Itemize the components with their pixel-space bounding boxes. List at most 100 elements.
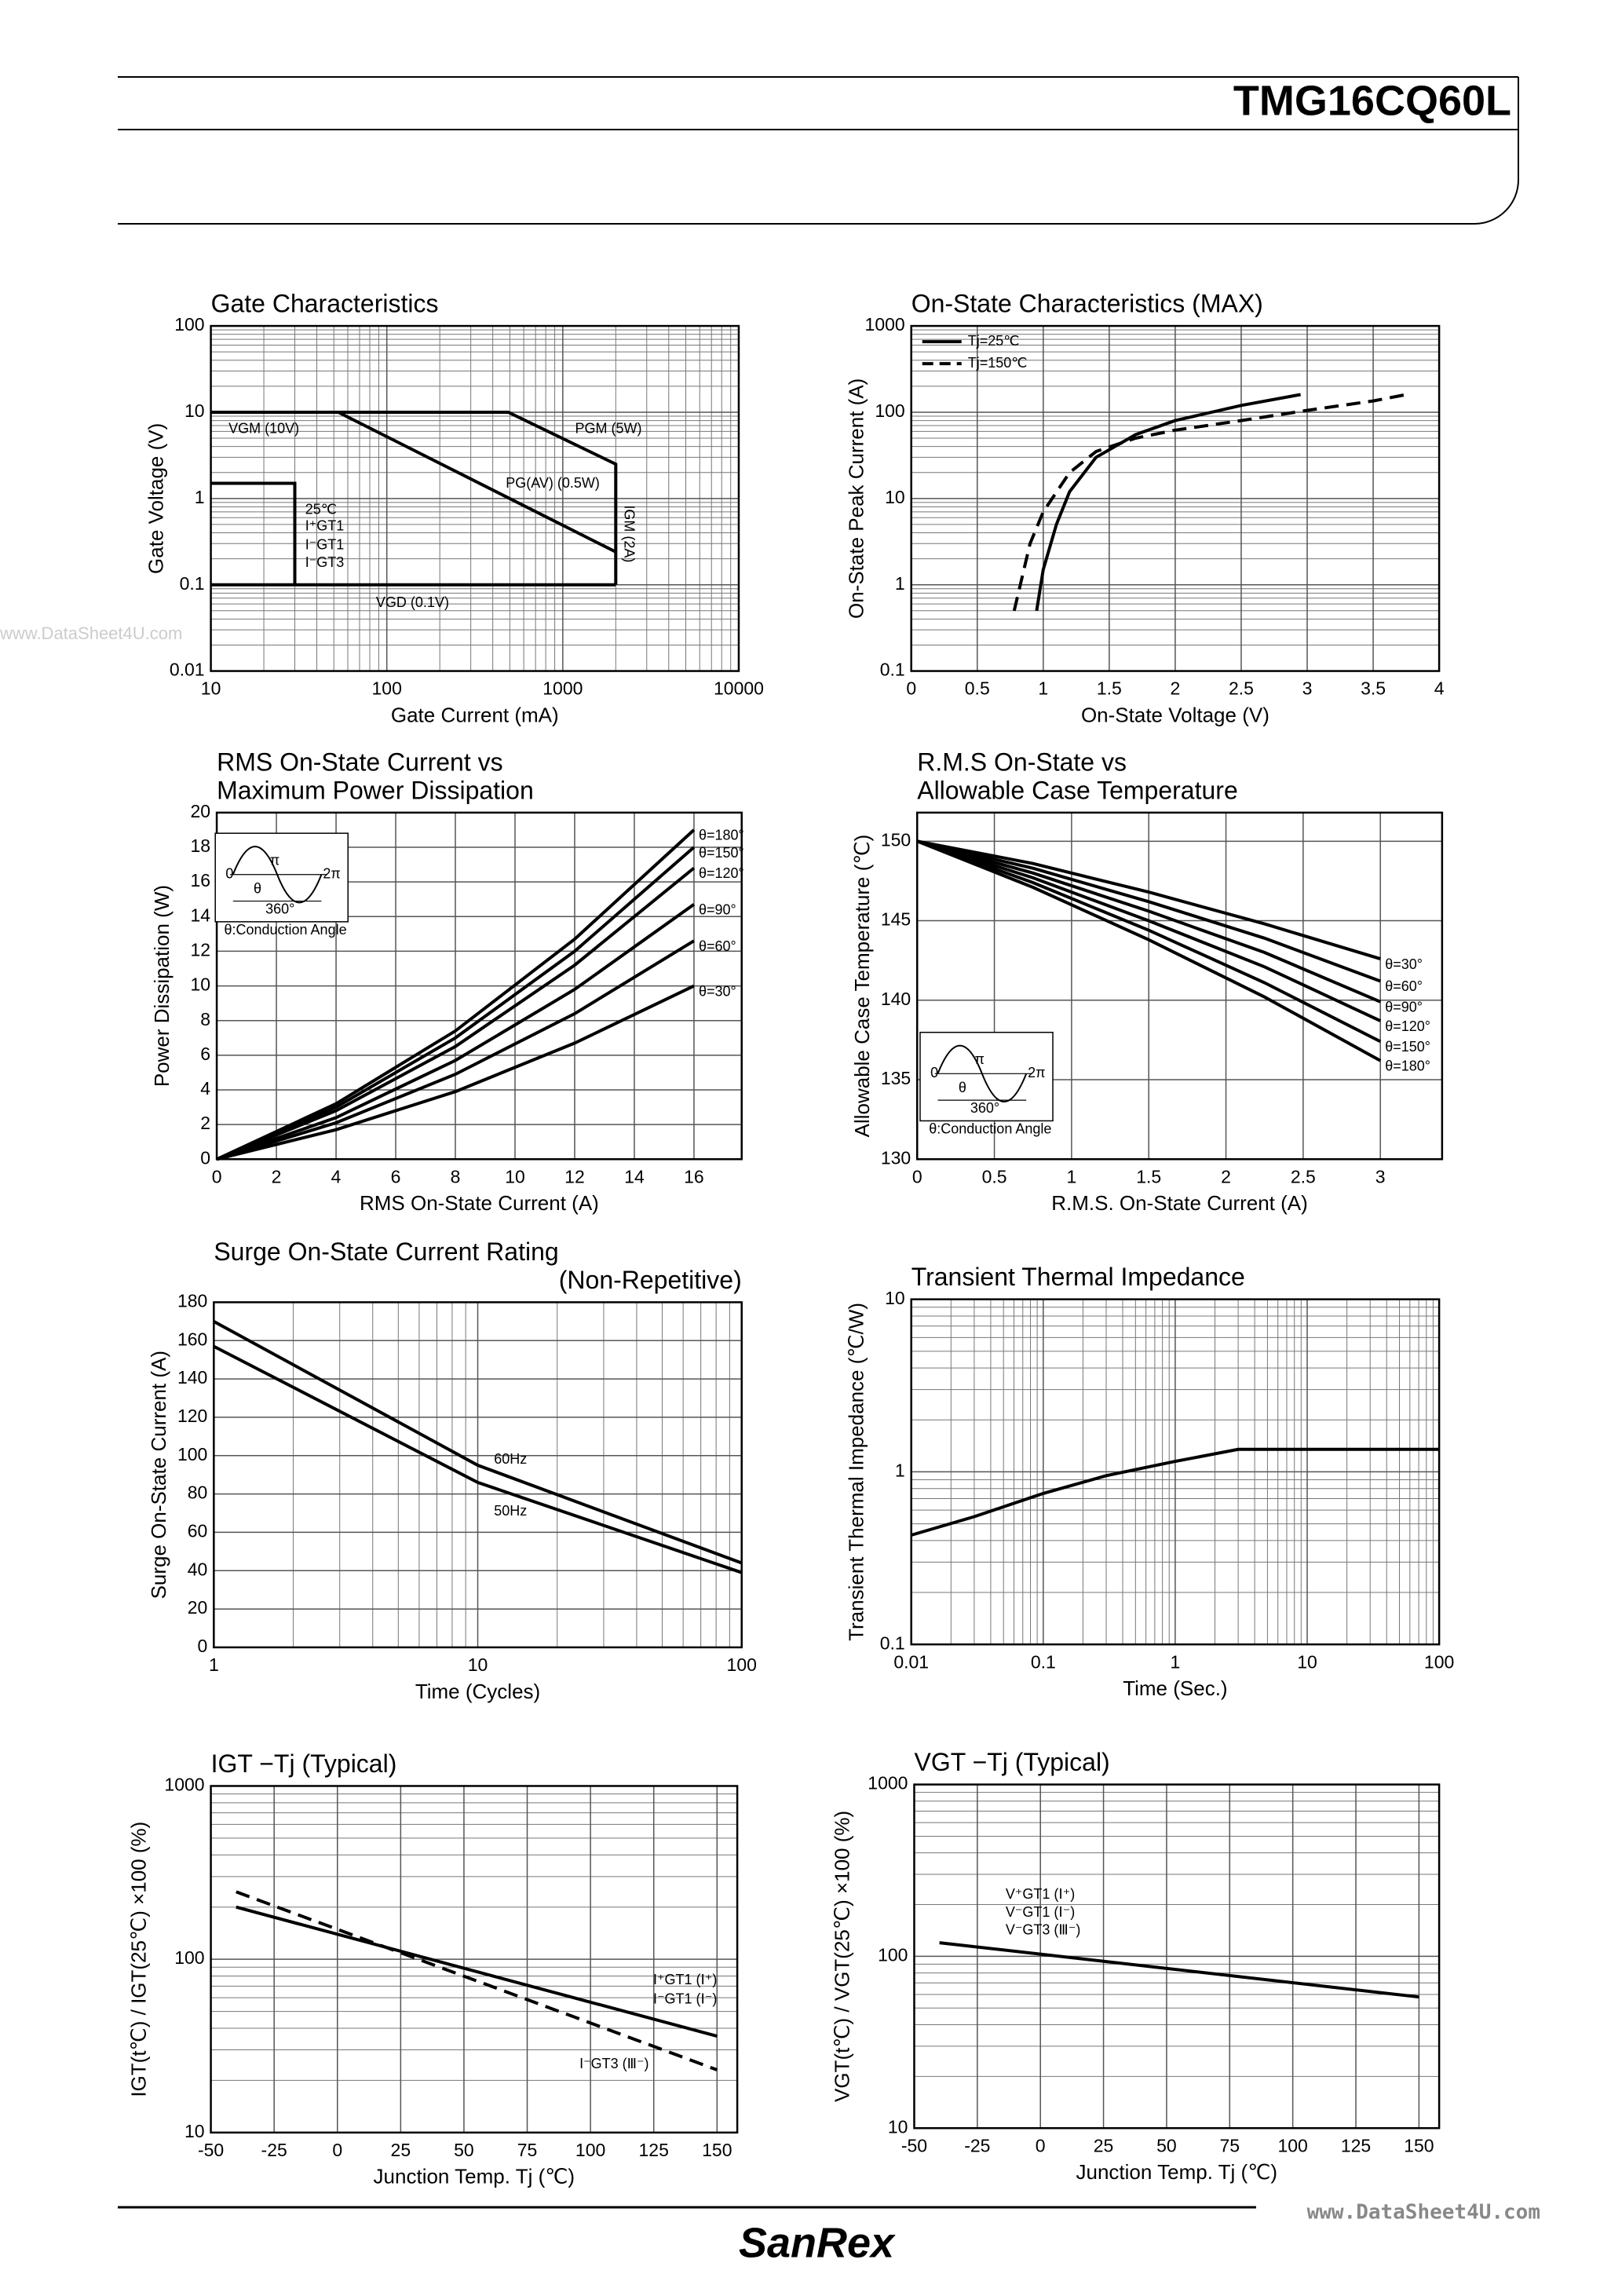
y-tick-label: 100 (875, 400, 904, 421)
inset-label: θ:Conduction Angle (929, 1121, 1051, 1136)
inset-label: 360° (970, 1100, 999, 1116)
y-axis-label: Transient Thermal Impedance (℃/W) (845, 1303, 868, 1641)
y-tick-label: 160 (177, 1329, 207, 1349)
annotation: I⁺GT1 (305, 517, 345, 533)
series-line (911, 1447, 1440, 1537)
chart-title: Maximum Power Dissipation (217, 776, 534, 804)
series-label: θ=30° (1385, 956, 1423, 972)
x-tick-label: 0.1 (1031, 1651, 1056, 1672)
series-line (210, 411, 618, 585)
y-tick-label: 1000 (868, 1773, 908, 1793)
x-tick-label: 50 (454, 2140, 474, 2160)
series-line (236, 1890, 718, 2071)
x-tick-label: 1.5 (1136, 1166, 1161, 1186)
y-tick-label: 80 (188, 1483, 208, 1503)
chart: 0 2 4 6 8 10 12 14 16 0 2 4 6 8 10 12 14 16 18 20 RMS On-Sta… (150, 748, 744, 1215)
annotation: IGM (2A) (621, 505, 637, 562)
x-tick-label: 25 (391, 2140, 411, 2160)
y-tick-label: 18 (190, 835, 210, 856)
x-tick-label: 3.5 (1361, 678, 1386, 699)
annotation: 25℃ (305, 502, 337, 517)
x-tick-label: 1 (209, 1654, 219, 1675)
y-tick-label: 1000 (164, 1775, 204, 1795)
x-tick-label: 1 (1066, 1166, 1076, 1186)
chart-title: Surge On-State Current Rating (214, 1238, 558, 1266)
series-label: θ=180° (699, 828, 744, 843)
annotation: I⁻GT1 (Ⅰ⁻) (653, 1991, 717, 2007)
series-label: θ=90° (1385, 1000, 1423, 1015)
y-tick-label: 1000 (865, 314, 905, 335)
x-tick-label: 16 (684, 1166, 704, 1186)
brand: SanRex (739, 2219, 896, 2266)
inset-label: π (270, 853, 279, 868)
x-tick-label: 150 (1404, 2135, 1434, 2155)
x-axis-label: On-State Voltage (V) (1081, 703, 1269, 726)
x-tick-label: 6 (391, 1166, 401, 1186)
y-axis-label: Gate Voltage (V) (144, 423, 167, 574)
y-tick-label: 6 (200, 1044, 210, 1064)
y-tick-label: 1 (895, 573, 905, 594)
annotation: VGD (0.1V) (376, 594, 449, 610)
series-label: θ=60° (1385, 978, 1423, 994)
chart: -50 -25 0 25 50 75 100 125 150 10 100 1000 VGT −Tj (… (830, 1748, 1441, 2184)
y-tick-label: 10 (885, 487, 905, 507)
inset-label: π (974, 1051, 984, 1067)
y-tick-label: 140 (881, 989, 911, 1009)
series-line (916, 839, 1382, 1044)
y-tick-label: 10 (888, 2116, 908, 2137)
x-tick-label: 10000 (714, 678, 764, 699)
chart: 1 10 100 0 20 40 60 80 100 120 140 160 180 Surge On-S… (147, 1238, 757, 1703)
x-tick-label: -25 (964, 2135, 990, 2155)
x-tick-label: 100 (372, 678, 402, 699)
x-tick-label: 0 (332, 2140, 342, 2160)
series-label: θ=120° (699, 865, 744, 881)
y-axis-label: Surge On-State Current (A) (147, 1351, 170, 1599)
y-tick-label: 135 (881, 1068, 911, 1088)
x-tick-label: 1.5 (1097, 678, 1122, 699)
x-tick-label: 8 (451, 1166, 461, 1186)
y-axis-label: IGT(t℃) / IGT(25℃) ×100 (%) (126, 1822, 150, 2097)
y-tick-label: 100 (174, 314, 204, 335)
annotation: 60Hz (494, 1451, 527, 1467)
x-tick-label: 0.5 (982, 1166, 1007, 1186)
y-axis-label: Allowable Case Temperature (℃) (850, 835, 874, 1138)
y-tick-label: 10 (184, 2121, 205, 2141)
y-tick-label: 0.1 (880, 1632, 905, 1653)
y-tick-label: 180 (177, 1291, 207, 1311)
x-tick-label: 4 (331, 1166, 342, 1186)
x-tick-label: 75 (517, 2140, 538, 2160)
x-tick-label: 2.5 (1291, 1166, 1316, 1186)
legend-label: Tj=25℃ (968, 333, 1020, 349)
y-tick-label: 1 (895, 1461, 905, 1481)
x-tick-label: 10 (1297, 1651, 1317, 1672)
x-tick-label: -25 (261, 2140, 287, 2160)
x-tick-label: 0 (1036, 2135, 1046, 2155)
watermark: www.DataSheet4U.com (0, 623, 182, 643)
series-line (236, 1905, 718, 2038)
annotation: I⁻GT3 (305, 554, 345, 570)
chart-title: Gate Characteristics (211, 290, 439, 318)
x-tick-label: 2 (1221, 1166, 1231, 1186)
series-line (216, 903, 696, 1161)
y-tick-label: 40 (188, 1559, 208, 1579)
x-tick-label: 50 (1156, 2135, 1177, 2155)
chart-title: On-State Characteristics (MAX) (911, 290, 1263, 318)
x-axis-label: RMS On-State Current (A) (360, 1191, 599, 1215)
x-tick-label: 75 (1219, 2135, 1240, 2155)
series-line (210, 481, 297, 585)
y-axis-label: VGT(t℃) / VGT(25℃) ×100 (%) (830, 1811, 853, 2102)
x-tick-label: 100 (727, 1654, 757, 1675)
x-tick-label: 125 (639, 2140, 669, 2160)
series-line (216, 846, 696, 1161)
y-tick-label: 20 (188, 1597, 208, 1618)
inset-label: 360° (265, 901, 294, 917)
plot-frame (210, 1785, 739, 2134)
y-tick-label: 10 (184, 400, 205, 421)
y-tick-label: 0 (198, 1636, 208, 1656)
x-tick-label: 1 (1171, 1651, 1181, 1672)
y-axis-label: Power Dissipation (W) (150, 885, 174, 1087)
x-axis-label: Junction Temp. Tj (℃) (1076, 2160, 1278, 2184)
annotation: I⁻GT3 (Ⅲ⁻) (579, 2056, 648, 2071)
chart: 0 0.5 1 1.5 2 2.5 3 130 135 140 145 150 R.M.S On-Sta… (850, 748, 1444, 1215)
series-line (916, 839, 1381, 961)
